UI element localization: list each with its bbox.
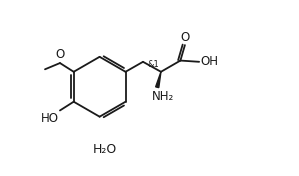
Text: H₂O: H₂O — [92, 143, 117, 156]
Polygon shape — [156, 72, 161, 88]
Text: O: O — [55, 48, 65, 61]
Text: OH: OH — [200, 55, 218, 68]
Text: HO: HO — [41, 112, 59, 125]
Text: O: O — [180, 31, 190, 44]
Text: NH₂: NH₂ — [152, 90, 174, 103]
Text: &1: &1 — [148, 60, 160, 69]
